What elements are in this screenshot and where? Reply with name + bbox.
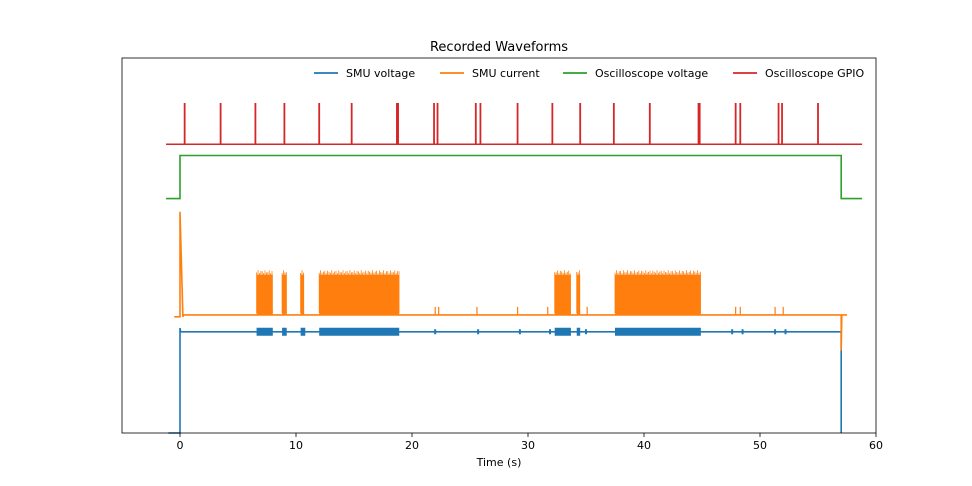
x-tick-label-50: 50 [753, 439, 767, 452]
smu-voltage-glitch [741, 329, 744, 335]
smu-voltage-glitch [518, 329, 521, 335]
smu-current-burst [319, 274, 400, 313]
chart-title: Recorded Waveforms [430, 40, 568, 55]
x-tick-label-30: 30 [521, 439, 535, 452]
smu-current-line [174, 211, 847, 351]
x-axis-label: Time (s) [476, 456, 522, 469]
smu-current-burst [282, 274, 287, 313]
smu-voltage-glitch [774, 329, 777, 335]
x-tick-label-60: 60 [869, 439, 883, 452]
x-tick-label-40: 40 [637, 439, 651, 452]
smu-current-burst-texture [256, 270, 273, 313]
legend-label-3: Oscilloscope GPIO [765, 67, 864, 80]
smu-current-burst-texture [318, 270, 400, 313]
smu-voltage-glitch [784, 329, 787, 335]
smu-voltage-noise-segment [300, 327, 306, 336]
smu-voltage-glitch [477, 329, 480, 335]
smu-voltage-glitch [549, 329, 552, 335]
x-tick-label-20: 20 [405, 439, 419, 452]
axes-frame [121, 57, 877, 434]
legend-label-0: SMU voltage [346, 67, 415, 80]
smu-voltage-noise-segment [256, 327, 273, 336]
smu-current-burst-texture [281, 270, 287, 313]
smu-current-burst-texture [300, 270, 304, 313]
legend-label-2: Oscilloscope voltage [595, 67, 708, 80]
smu-voltage-noise-segment [319, 327, 400, 336]
legend-label-1: SMU current [472, 67, 540, 80]
x-axis: 0 10 20 30 40 50 60 [177, 433, 883, 452]
smu-voltage-glitch [434, 329, 437, 335]
smu-current-burst-texture [554, 270, 571, 313]
legend: SMU voltage SMU current Oscilloscope volta… [314, 67, 864, 80]
smu-voltage-glitch [585, 329, 587, 335]
smu-voltage-noise-segment [615, 327, 701, 336]
smu-voltage-glitch [731, 329, 734, 335]
smu-voltage-noise-segment [282, 327, 287, 336]
series-oscilloscope-gpio [166, 103, 863, 146]
series-oscilloscope-voltage [166, 154, 863, 200]
plot-area [166, 103, 863, 434]
series-smu-current [174, 211, 847, 351]
x-tick-label-0: 0 [177, 439, 184, 452]
smu-current-burst-texture [614, 270, 701, 313]
smu-current-burst-texture [576, 270, 580, 313]
smu-voltage-noise-segment [554, 327, 571, 336]
smu-voltage-noise-segment [576, 327, 581, 336]
x-tick-label-10: 10 [289, 439, 303, 452]
